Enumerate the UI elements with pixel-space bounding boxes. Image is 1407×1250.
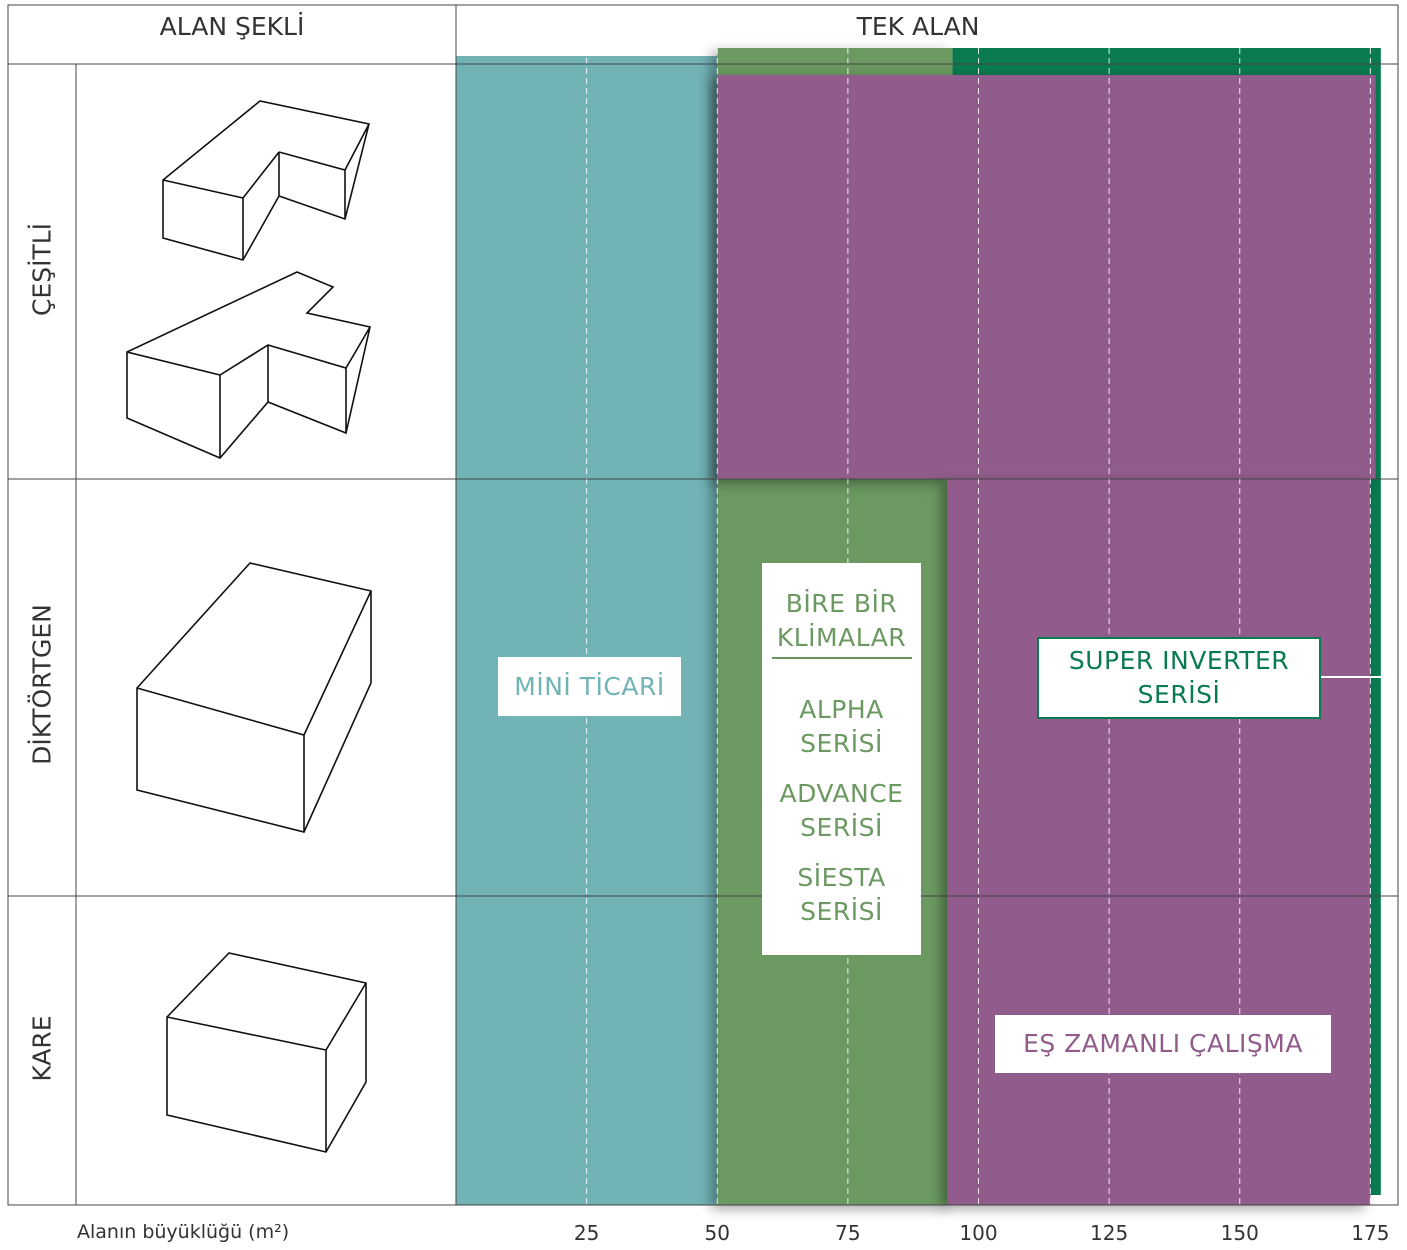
header: TEK ALAN: [856, 12, 980, 41]
label: ADVANCE SERİSİ: [779, 779, 904, 842]
region: [717, 75, 1376, 479]
tick-label: 25: [573, 1221, 600, 1245]
table-lines: [7, 4, 1399, 1206]
row-label: KARE: [27, 1015, 57, 1082]
frame: [7, 4, 1399, 1206]
pointer-dot: [1381, 673, 1389, 681]
region: [947, 479, 1371, 1205]
tick-label: 125: [1090, 1221, 1129, 1245]
square-shape: [166, 952, 367, 1153]
tick-label: 50: [704, 1221, 730, 1245]
shapes: [126, 100, 372, 1153]
label: SİESTA SERİSİ: [797, 863, 886, 926]
t-shape: [126, 271, 371, 459]
label: ALPHA SERİSİ: [799, 695, 884, 758]
label: BİRE BİR KLİMALAR: [771, 587, 912, 659]
label-box: BİRE BİR KLİMALAR ALPHA SERİSİ ADVANCE S…: [762, 563, 921, 955]
l-shape: [162, 100, 370, 261]
label: EŞ ZAMANLI ÇALIŞMA: [995, 1015, 1331, 1073]
label: MİNİ TİCARİ: [498, 657, 681, 716]
tick-label: 175: [1351, 1221, 1390, 1245]
row-label: ÇEŞİTLİ: [27, 222, 57, 317]
dashes: [586, 48, 1371, 1205]
axis-label: Alanın büyüklüğü (m²): [77, 1221, 290, 1243]
tick-label: 150: [1220, 1221, 1259, 1245]
row-label: DİKTÖRTGEN: [27, 604, 57, 765]
header: ALAN ŞEKLİ: [159, 12, 305, 41]
rectangle-shape: [136, 562, 372, 833]
label: SUPER INVERTER SERİSİ: [1037, 637, 1321, 719]
tick-label: 75: [835, 1221, 861, 1245]
tick-label: 100: [959, 1221, 998, 1245]
